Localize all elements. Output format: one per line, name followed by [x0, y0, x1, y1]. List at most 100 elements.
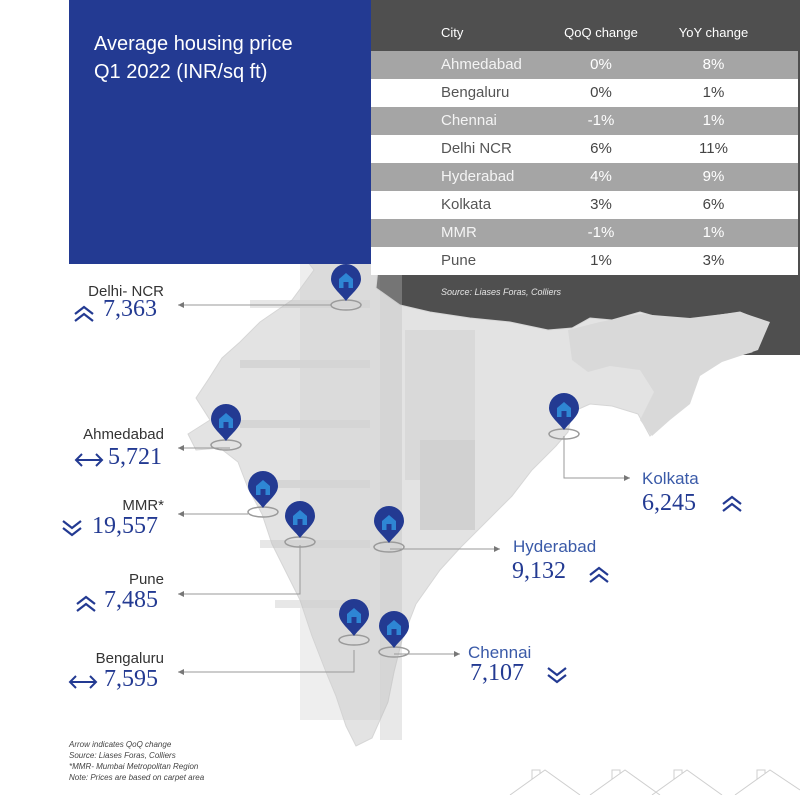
row-city: Chennai: [441, 112, 497, 129]
row-city: Kolkata: [441, 196, 492, 213]
row-city: MMR: [441, 224, 477, 241]
city-label-pune: Pune: [128, 571, 164, 588]
house-pin-icon-delhi[interactable]: [330, 264, 362, 311]
table-source-note: Source: Liases Foras, Colliers: [441, 287, 562, 297]
row-yoy: 3%: [702, 252, 725, 269]
double-chevron-down-icon: [547, 667, 567, 684]
row-city: Delhi NCR: [441, 140, 512, 157]
arrowhead-kolkata: [624, 475, 630, 481]
header-yoy: YoY change: [678, 25, 749, 40]
row-yoy: 1%: [702, 84, 725, 101]
price-kolkata: 6,245: [642, 490, 696, 516]
footnote-mmr: *MMR- Mumbai Metropolitan Region: [69, 762, 199, 771]
footnote-source: Source: Liases Foras, Colliers: [69, 751, 176, 760]
northeast-region-shape: [568, 312, 770, 436]
house-pin-icon-mmr[interactable]: [247, 471, 279, 518]
row-qoq: 0%: [590, 84, 612, 101]
city-label-bengaluru: Bengaluru: [95, 650, 164, 667]
table-row: Pune 1% 3%: [371, 247, 798, 275]
title-line-2: Q1 2022 (INR/sq ft): [94, 61, 268, 83]
row-qoq: 0%: [590, 56, 612, 73]
price-chennai: 7,107: [470, 660, 524, 686]
house-outline-3: [651, 769, 723, 795]
arrowhead-ahmedabad: [178, 445, 184, 451]
leader-pune: [178, 545, 301, 595]
building-facade-overlay: [240, 200, 475, 740]
row-qoq: -1%: [587, 224, 615, 241]
table-row: Delhi NCR 6% 11%: [371, 135, 798, 163]
arrowhead-chennai: [454, 651, 460, 657]
table-header: City QoQ change YoY change: [371, 18, 798, 51]
arrowhead-pune: [178, 591, 184, 597]
row-city: Pune: [441, 252, 477, 269]
footnote-carpet-area: Note: Prices are based on carpet area: [69, 773, 205, 782]
left-right-arrow-icon: [68, 675, 98, 689]
arrowhead-bengaluru: [178, 669, 184, 675]
footnote-arrow: Arrow indicates QoQ change: [69, 740, 172, 749]
house-pin-icon-ahmedabad[interactable]: [210, 404, 242, 451]
house-outline-1: [509, 769, 581, 795]
city-label-kolkata: Kolkata: [642, 469, 699, 488]
leader-kolkata: [563, 436, 630, 479]
leader-lines: [178, 304, 630, 673]
decorative-house-outlines: [509, 769, 800, 795]
leader-bengaluru: [178, 650, 355, 673]
header-qoq: QoQ change: [564, 25, 638, 40]
title-line-1: Average housing price: [94, 33, 293, 55]
double-chevron-up-icon: [74, 305, 94, 322]
city-label-delhi: Delhi- NCR: [88, 283, 164, 300]
double-chevron-up-icon: [76, 595, 96, 612]
arrowhead-hyderabad: [494, 546, 500, 552]
row-city: Ahmedabad: [441, 56, 522, 73]
row-qoq: 1%: [590, 252, 612, 269]
row-yoy: 11%: [699, 140, 728, 157]
left-right-arrow-icon: [74, 453, 104, 467]
table-row: MMR -1% 1%: [371, 219, 798, 247]
house-pin-icon-pune[interactable]: [284, 501, 316, 548]
row-yoy: 8%: [702, 56, 725, 73]
row-yoy: 9%: [702, 168, 725, 185]
row-qoq: 4%: [590, 168, 612, 185]
house-pin-icon-kolkata[interactable]: [548, 393, 580, 440]
price-hyderabad: 9,132: [512, 558, 566, 584]
city-label-ahmedabad: Ahmedabad: [83, 426, 164, 443]
row-city: Hyderabad: [441, 168, 515, 185]
double-chevron-up-icon: [722, 495, 742, 512]
price-bengaluru: 7,595: [104, 666, 158, 692]
row-yoy: 1%: [702, 224, 725, 241]
page-title: Average housing price Q1 2022 (INR/sq ft…: [94, 30, 293, 86]
double-chevron-down-icon: [62, 520, 82, 537]
price-pune: 7,485: [104, 587, 158, 613]
price-ahmedabad: 5,721: [108, 444, 162, 470]
table-row: Bengaluru 0% 1%: [371, 79, 798, 107]
house-pin-icon-hyderabad[interactable]: [373, 506, 405, 553]
city-label-mmr: MMR*: [122, 497, 164, 514]
price-delhi: 7,363: [103, 296, 157, 322]
leader-arrowheads: [178, 302, 630, 675]
house-pin-icon-chennai[interactable]: [378, 611, 410, 658]
table-row: Kolkata 3% 6%: [371, 191, 798, 219]
row-city: Bengaluru: [441, 84, 510, 101]
row-yoy: 1%: [702, 112, 725, 129]
table-row: Hyderabad 4% 9%: [371, 163, 798, 191]
double-chevron-up-icon: [589, 566, 609, 583]
city-label-chennai: Chennai: [468, 643, 532, 662]
arrowhead-delhi: [178, 302, 184, 308]
house-pin-icon-bengaluru[interactable]: [338, 599, 370, 646]
row-yoy: 6%: [702, 196, 725, 213]
footnotes: Arrow indicates QoQ change Source: Liase…: [69, 739, 204, 783]
india-map-shape: [187, 103, 761, 747]
header-city: City: [441, 25, 464, 40]
row-qoq: -1%: [587, 112, 615, 129]
arrowhead-mmr: [178, 511, 184, 517]
table-row: Chennai -1% 1%: [371, 107, 798, 135]
row-qoq: 3%: [590, 196, 612, 213]
price-mmr: 19,557: [92, 513, 158, 539]
title-panel: [69, 0, 371, 264]
city-label-hyderabad: Hyderabad: [513, 537, 597, 556]
house-outline-4: [734, 769, 800, 795]
row-qoq: 6%: [590, 140, 612, 157]
house-outline-2: [589, 769, 661, 795]
price-change-table: City QoQ change YoY change Ahmedabad 0% …: [371, 18, 798, 275]
